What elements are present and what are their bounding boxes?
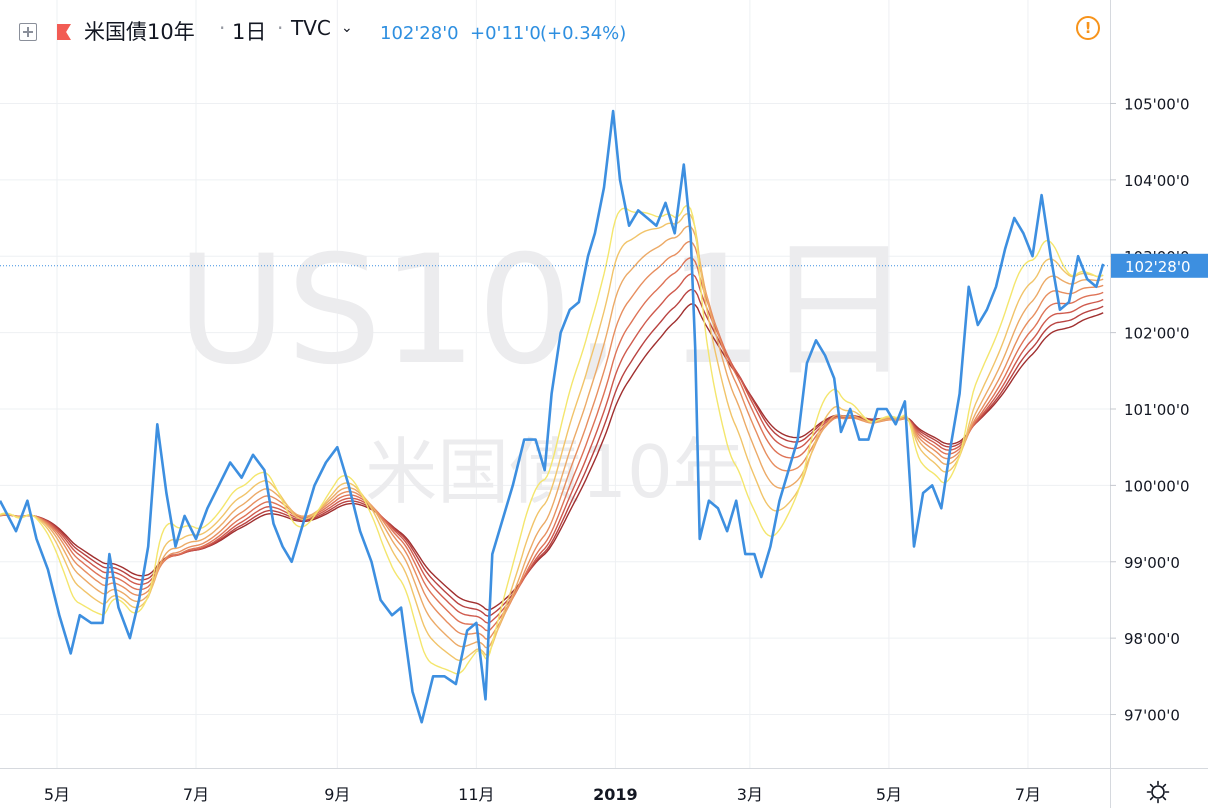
separator-dot: · xyxy=(277,16,284,40)
plus-square-icon[interactable] xyxy=(19,23,37,41)
watermark-subtitle: 米国債10年 xyxy=(365,430,745,514)
ema-ribbon-line xyxy=(0,212,1104,662)
y-tick-label: 102'00'0 xyxy=(1124,325,1190,343)
y-tick-label: 105'00'0 xyxy=(1124,95,1190,113)
price-line xyxy=(0,109,1105,724)
y-tick-label: 98'00'0 xyxy=(1124,630,1180,648)
x-tick-label: 7月 xyxy=(183,785,209,804)
x-tick-label: 5月 xyxy=(876,785,902,804)
current-price-label-box xyxy=(1111,253,1208,278)
chevron-down-icon[interactable]: ⌄ xyxy=(341,20,353,36)
price-change: +0'11'0 xyxy=(470,23,541,44)
interval-label[interactable]: 1日 xyxy=(232,20,267,44)
x-tick-label: 7月 xyxy=(1015,785,1041,804)
ema-ribbon-line xyxy=(0,273,1104,624)
source-label[interactable]: TVC xyxy=(291,16,331,40)
watermark-title: US10, 1日 xyxy=(177,224,914,398)
y-tick-label: 97'00'0 xyxy=(1124,707,1180,725)
current-price-label: 102'28'0 xyxy=(1125,258,1191,276)
gear-icon[interactable] xyxy=(1146,780,1170,804)
y-tick-label: 104'00'0 xyxy=(1124,172,1190,190)
y-tick-label: 101'00'0 xyxy=(1124,401,1190,419)
x-tick-label: 11月 xyxy=(458,785,494,804)
last-price: 102'28'0 xyxy=(380,23,459,44)
ema-ribbon-line xyxy=(0,225,1104,649)
ema-ribbon-line xyxy=(0,240,1104,640)
flag-icon xyxy=(57,24,71,40)
x-tick-label: 9月 xyxy=(324,785,350,804)
y-tick-label: 100'00'0 xyxy=(1124,477,1190,495)
alert-icon[interactable]: ! xyxy=(1076,16,1100,40)
ema-ribbon-line xyxy=(0,256,1104,632)
x-tick-label: 5月 xyxy=(44,785,70,804)
x-tick-label: 2019 xyxy=(593,785,638,804)
separator-dot: · xyxy=(219,16,226,40)
x-tick-label: 3月 xyxy=(737,785,763,804)
symbol-title[interactable]: 米国債10年 xyxy=(84,20,195,44)
ema-ribbon-line xyxy=(0,205,1104,675)
y-tick-label: 99'00'0 xyxy=(1124,554,1180,572)
price-change-percent: (+0.34%) xyxy=(540,23,627,44)
